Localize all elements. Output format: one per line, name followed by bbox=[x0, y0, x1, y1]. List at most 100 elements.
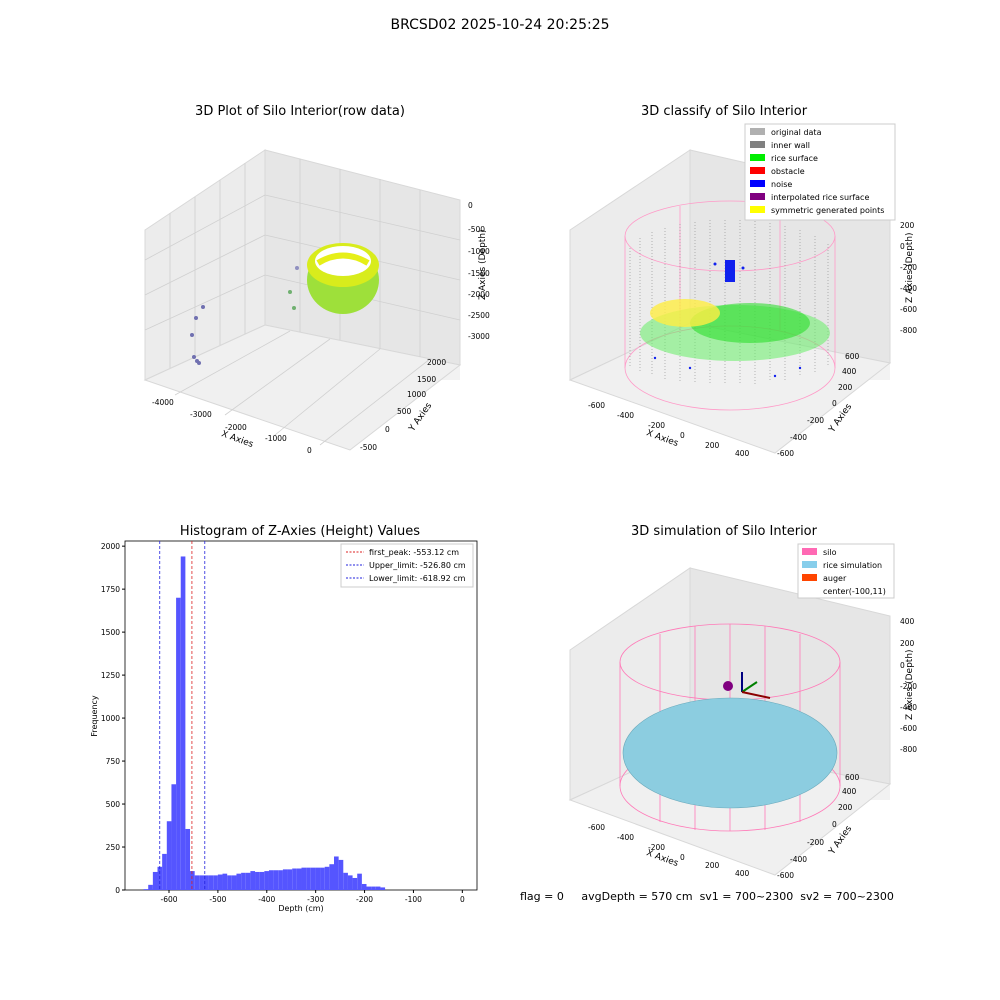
histogram-bar bbox=[264, 871, 269, 890]
z-tick: -800 bbox=[900, 745, 917, 754]
z-tick: -1000 bbox=[468, 247, 490, 256]
y-tick: -400 bbox=[790, 855, 807, 864]
histogram-bar bbox=[268, 870, 274, 890]
histogram-plot: 0 250 500 750 1000 1250 1500 1750 2000 -600 -500 -… bbox=[90, 540, 478, 913]
histogram-bar bbox=[255, 871, 260, 890]
sv1-status: sv1 = 700~2300 bbox=[699, 890, 794, 903]
classify-plot-title: 3D classify of Silo Interior bbox=[640, 104, 808, 119]
histogram-bar bbox=[273, 870, 279, 890]
x-tick: -2000 bbox=[225, 423, 247, 432]
legend-noise: noise bbox=[771, 180, 792, 189]
histogram-bar bbox=[213, 875, 218, 890]
x-tick: 0 bbox=[680, 431, 685, 440]
histogram-bar bbox=[329, 864, 334, 890]
legend-symmetric-generated-points: symmetric generated points bbox=[771, 206, 884, 215]
z-axis-label: Z Axies (Depth) bbox=[905, 232, 915, 303]
histogram-bar bbox=[148, 884, 153, 890]
x-tick: -4000 bbox=[152, 398, 174, 407]
histogram-bar bbox=[176, 597, 181, 890]
legend-upper-limit: Upper_limit: -526.80 cm bbox=[369, 561, 466, 570]
y-tick-label: 500 bbox=[106, 800, 121, 809]
legend-inner-wall: inner wall bbox=[771, 141, 810, 150]
histogram-bar bbox=[371, 886, 376, 890]
histogram-bar bbox=[245, 872, 251, 890]
x-tick: -3000 bbox=[190, 410, 212, 419]
legend-auger: auger bbox=[823, 574, 847, 583]
x-tick: -200 bbox=[648, 421, 665, 430]
x-tick: -400 bbox=[617, 833, 634, 842]
legend-obstacle: obstacle bbox=[771, 167, 805, 176]
legend-interpolated-rice-surface: interpolated rice surface bbox=[771, 193, 869, 202]
y-tick: 500 bbox=[397, 407, 412, 416]
z-tick: -3000 bbox=[468, 332, 490, 341]
flag-status: flag = 0 bbox=[520, 890, 564, 903]
y-tick-label: 750 bbox=[106, 757, 121, 766]
y-tick: 2000 bbox=[427, 358, 446, 367]
x-tick: 0 bbox=[307, 446, 312, 455]
status-footer: flag = 0 avgDepth = 570 cm sv1 = 700~230… bbox=[520, 890, 894, 903]
z-tick: -1500 bbox=[468, 269, 490, 278]
raw-plot-title: 3D Plot of Silo Interior(row data) bbox=[195, 104, 405, 119]
x-tick: -400 bbox=[617, 411, 634, 420]
y-tick-label: 1500 bbox=[101, 628, 120, 637]
z-tick: 200 bbox=[900, 221, 915, 230]
x-tick-label: -100 bbox=[405, 895, 422, 904]
z-tick: -2000 bbox=[468, 290, 490, 299]
z-tick: -800 bbox=[900, 326, 917, 335]
histogram-bar bbox=[343, 872, 348, 890]
z-tick: 200 bbox=[900, 639, 915, 648]
histogram-bar bbox=[315, 867, 321, 890]
y-tick: 400 bbox=[842, 367, 857, 376]
histogram-bar bbox=[259, 871, 265, 890]
histogram-bar bbox=[301, 867, 307, 890]
histogram-title: Histogram of Z-Axies (Height) Values bbox=[179, 524, 421, 539]
z-tick: -200 bbox=[900, 682, 917, 691]
histogram-bar bbox=[278, 870, 283, 890]
raw-3d-plot: -4000 -3000 -2000 -1000 0 -500 0 500 100… bbox=[143, 149, 490, 455]
simulation-plot-title: 3D simulation of Silo Interior bbox=[631, 524, 817, 539]
x-tick: 200 bbox=[705, 441, 720, 450]
histogram-bar bbox=[282, 869, 288, 890]
histogram-bar bbox=[180, 556, 186, 890]
histogram-bar bbox=[334, 856, 339, 890]
histogram-bar bbox=[366, 886, 372, 890]
legend-silo: silo bbox=[823, 548, 837, 557]
legend: original data inner wall rice surface ob… bbox=[744, 123, 896, 221]
y-tick-label: 250 bbox=[106, 843, 121, 852]
histogram-bar bbox=[208, 875, 214, 890]
y-tick: -200 bbox=[807, 838, 824, 847]
sv2-status: sv2 = 700~2300 bbox=[800, 890, 894, 903]
y-tick: 0 bbox=[832, 399, 837, 408]
histogram-bar bbox=[324, 866, 330, 890]
histogram-bar bbox=[166, 821, 172, 890]
z-tick: -600 bbox=[900, 724, 917, 733]
histogram-bar bbox=[227, 875, 232, 890]
avg-depth-status: avgDepth = 570 cm bbox=[581, 890, 693, 903]
histogram-bar bbox=[352, 877, 358, 890]
legend-first-peak: first_peak: -553.12 cm bbox=[369, 548, 459, 557]
rice-simulation-surface bbox=[622, 697, 838, 809]
auger-marker bbox=[723, 672, 771, 699]
legend-lower-limit: Lower_limit: -618.92 cm bbox=[369, 574, 466, 583]
y-tick: 1000 bbox=[407, 390, 426, 399]
histogram-bar bbox=[292, 868, 297, 890]
symmetric-generated-points bbox=[650, 299, 720, 327]
legend: first_peak: -553.12 cm Upper_limit: -526… bbox=[340, 543, 474, 588]
histogram-bar bbox=[338, 859, 344, 890]
histogram-bar bbox=[241, 872, 246, 890]
z-tick: 0 bbox=[900, 661, 905, 670]
histogram-bar bbox=[185, 828, 191, 890]
histogram-bar bbox=[357, 873, 362, 890]
histogram-bar bbox=[320, 867, 325, 890]
x-tick-label: -600 bbox=[160, 895, 177, 904]
y-tick: 200 bbox=[838, 383, 853, 392]
z-tick: -400 bbox=[900, 703, 917, 712]
x-tick: -200 bbox=[648, 843, 665, 852]
classify-3d-plot: original data inner wall rice surface ob… bbox=[568, 123, 917, 458]
y-tick: 0 bbox=[385, 425, 390, 434]
y-tick: 200 bbox=[838, 803, 853, 812]
simulation-3d-plot: silo rice simulation auger center(-100,1… bbox=[568, 543, 917, 880]
noise-points bbox=[653, 260, 802, 378]
z-tick: 0 bbox=[900, 242, 905, 251]
histogram-bar bbox=[296, 868, 302, 890]
